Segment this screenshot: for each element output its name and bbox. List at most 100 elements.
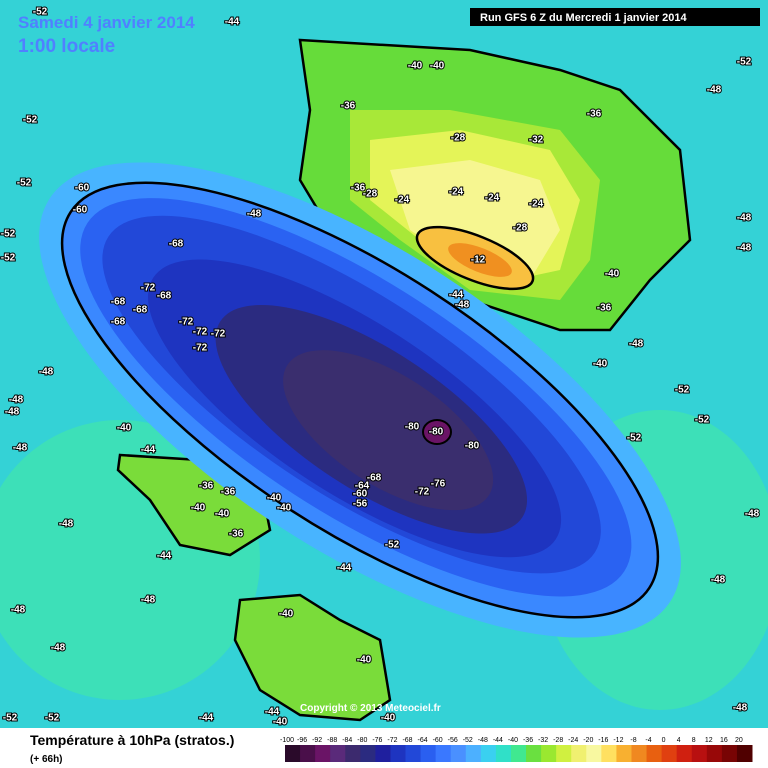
colorbar-swatch bbox=[586, 745, 602, 762]
contour-label: -48 bbox=[141, 595, 156, 606]
contour-label: -48 bbox=[711, 575, 726, 586]
contour-label: -40 bbox=[277, 503, 292, 514]
colorbar-label: -100 bbox=[280, 737, 294, 744]
colorbar-label: -92 bbox=[312, 737, 322, 744]
contour-label: -48 bbox=[455, 300, 470, 311]
contour-label: -40 bbox=[215, 509, 230, 520]
contour-label: -44 bbox=[141, 445, 156, 456]
contour-label: -32 bbox=[529, 135, 544, 146]
colorbar-swatch bbox=[300, 745, 316, 762]
colorbar-swatch bbox=[571, 745, 587, 762]
contour-label: -36 bbox=[597, 303, 612, 314]
contour-label: -48 bbox=[9, 395, 24, 406]
colorbar-swatch bbox=[315, 745, 331, 762]
colorbar-label: -76 bbox=[372, 737, 382, 744]
contour-label: -60 bbox=[353, 489, 368, 500]
contour-label: -40 bbox=[605, 269, 620, 280]
date: Samedi 4 janvier 2014 bbox=[18, 13, 195, 32]
contour-label: -68 bbox=[133, 305, 148, 316]
contour-label: -40 bbox=[273, 717, 288, 728]
contour-label: -44 bbox=[449, 290, 464, 301]
contour-label: -48 bbox=[737, 243, 752, 254]
contour-label: -24 bbox=[449, 187, 464, 198]
field bbox=[0, 38, 768, 722]
colorbar-swatch bbox=[601, 745, 617, 762]
contour-label: -52 bbox=[627, 433, 642, 444]
contour-label: -52 bbox=[695, 415, 710, 426]
contour-label: -48 bbox=[745, 509, 760, 520]
colorbar-swatch bbox=[465, 745, 482, 762]
colorbar-label: -56 bbox=[448, 737, 458, 744]
contour-label: -24 bbox=[485, 193, 500, 204]
colorbar-swatch bbox=[631, 745, 648, 762]
colorbar-swatch bbox=[721, 745, 738, 762]
colorbar-swatch bbox=[526, 745, 542, 762]
contour-label: -68 bbox=[157, 291, 172, 302]
colorbar-label: -84 bbox=[342, 737, 352, 744]
colorbar-label: 0 bbox=[662, 737, 666, 744]
contour-label: -24 bbox=[529, 199, 544, 210]
colorbar-swatch bbox=[480, 745, 497, 762]
contour-label: -48 bbox=[59, 519, 74, 530]
colorbar-swatch bbox=[495, 745, 512, 762]
contour-label: -52 bbox=[33, 7, 48, 18]
contour-label: -68 bbox=[111, 317, 126, 328]
contour-label: -60 bbox=[73, 205, 88, 216]
contour-label: -36 bbox=[351, 183, 366, 194]
contour-label: -72 bbox=[415, 487, 430, 498]
colorbar-label: -88 bbox=[327, 737, 337, 744]
contour-label: -40 bbox=[117, 423, 132, 434]
colorbar-swatch bbox=[646, 745, 663, 762]
contour-label: -40 bbox=[357, 655, 372, 666]
contour-label: -64 bbox=[355, 481, 370, 492]
colorbar-label: -32 bbox=[538, 737, 548, 744]
contour-label: -60 bbox=[75, 183, 90, 194]
time: 1:00 locale bbox=[18, 36, 115, 57]
colorbar-label: -48 bbox=[478, 737, 488, 744]
colorbar-swatch bbox=[616, 745, 632, 762]
contour-label: -48 bbox=[707, 85, 722, 96]
contour-label: -44 bbox=[265, 707, 280, 718]
run-box bbox=[470, 8, 760, 26]
colorbar-label: 20 bbox=[735, 737, 743, 744]
colorbar-label: -16 bbox=[598, 737, 608, 744]
colorbar-label: 8 bbox=[692, 737, 696, 744]
contour-label: -48 bbox=[629, 339, 644, 350]
colorbar-label: -20 bbox=[583, 737, 593, 744]
contour-label: -44 bbox=[337, 563, 352, 574]
contour-label: -36 bbox=[587, 109, 602, 120]
contour-label: -40 bbox=[408, 61, 423, 72]
colorbar-label: -28 bbox=[553, 737, 563, 744]
contour-label: -40 bbox=[381, 713, 396, 724]
contour-label: -44 bbox=[225, 17, 240, 28]
contour-label: -48 bbox=[737, 213, 752, 224]
contour-label: -40 bbox=[279, 609, 294, 620]
contour-label: -68 bbox=[111, 297, 126, 308]
contour-label: -80 bbox=[429, 427, 444, 438]
contour-label: -36 bbox=[221, 487, 236, 498]
colorbar-label: -72 bbox=[387, 737, 397, 744]
colorbar-swatch bbox=[676, 745, 693, 762]
contour-label: -48 bbox=[51, 643, 66, 654]
contour-label: -48 bbox=[733, 703, 748, 714]
contour-label: -44 bbox=[157, 551, 172, 562]
colorbar-swatch bbox=[556, 745, 572, 762]
colorbar-label: -64 bbox=[418, 737, 428, 744]
colorbar-swatch bbox=[541, 745, 557, 762]
contour-label: -52 bbox=[385, 540, 400, 551]
colorbar-swatch bbox=[661, 745, 678, 762]
colorbar-swatch bbox=[510, 745, 527, 762]
run: Run GFS 6 Z du Mercredi 1 janvier 2014 bbox=[480, 12, 688, 24]
colorbar-label: -8 bbox=[630, 737, 636, 744]
contour-label: -36 bbox=[229, 529, 244, 540]
contour-label: -68 bbox=[367, 473, 382, 484]
contour-label: -80 bbox=[405, 422, 420, 433]
colorbar-label: -96 bbox=[297, 737, 307, 744]
contour-label: -36 bbox=[199, 481, 214, 492]
contour-label: -28 bbox=[363, 189, 378, 200]
contour-label: -40 bbox=[430, 61, 445, 72]
contour-label: -48 bbox=[39, 367, 54, 378]
contour-label: -48 bbox=[13, 443, 28, 454]
colorbar-label: -36 bbox=[523, 737, 533, 744]
colorbar-swatch bbox=[691, 745, 708, 762]
